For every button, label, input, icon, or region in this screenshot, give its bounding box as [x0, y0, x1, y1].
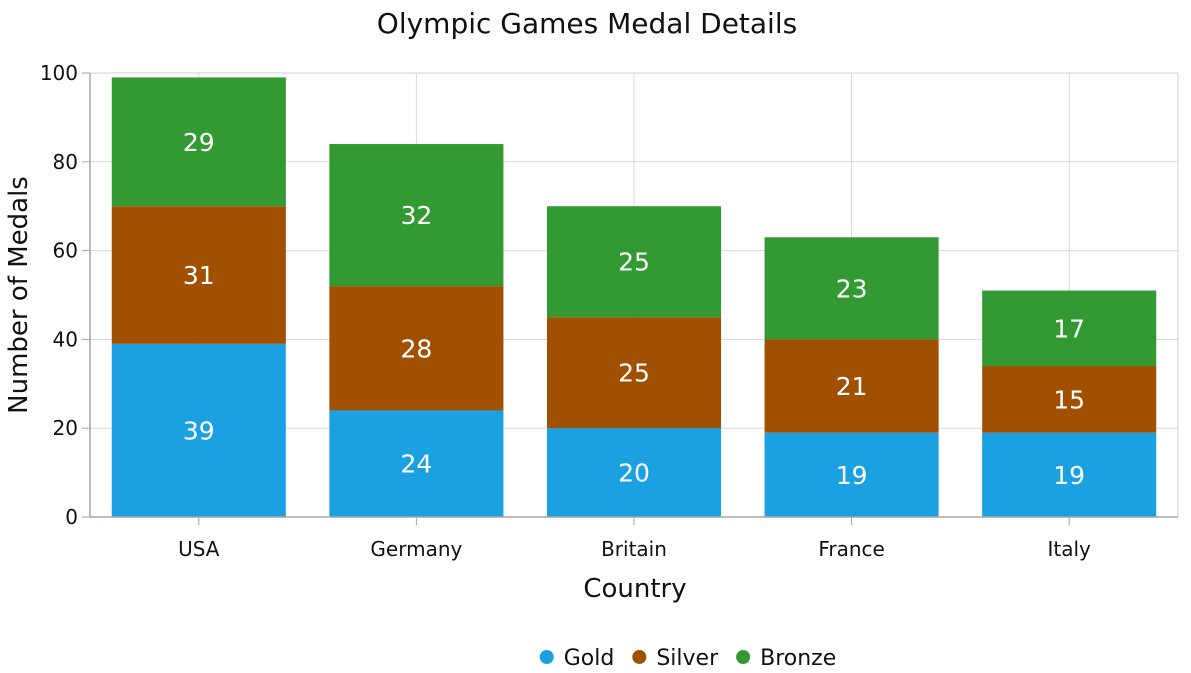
legend-item-bronze: Bronze — [736, 646, 836, 671]
bar-germany-bronze — [329, 144, 504, 287]
data-label-france-bronze: 23 — [836, 274, 868, 303]
bars-layer — [111, 77, 1157, 517]
legend-marker-gold — [539, 650, 554, 664]
data-label-italy-gold: 19 — [1053, 461, 1085, 490]
bar-usa-gold — [111, 343, 286, 517]
data-label-germany-gold: 24 — [400, 450, 432, 479]
data-label-britain-gold: 20 — [618, 459, 650, 488]
legend-item-gold: Gold — [539, 646, 615, 671]
bar-italy-bronze — [982, 290, 1157, 367]
y-tick-label: 80 — [53, 150, 78, 174]
data-labels-layer: 39 31 29 24 28 32 20 25 25 19 21 23 19 15 17 — [183, 128, 1085, 490]
x-tick-label-usa: USA — [178, 537, 220, 561]
bar-france-bronze — [764, 237, 939, 340]
axes-layer: 0 20 40 60 80 100 USA Germany Britain France Italy — [40, 61, 1178, 561]
bar-usa-silver — [111, 206, 286, 344]
legend-item-silver: Silver — [632, 646, 719, 671]
bar-france-gold — [764, 432, 939, 517]
data-label-france-gold: 19 — [836, 461, 868, 490]
y-tick-label: 40 — [53, 327, 78, 351]
legend-marker-bronze — [736, 650, 751, 664]
y-tick-label: 60 — [53, 239, 78, 263]
data-label-germany-silver: 28 — [400, 334, 432, 363]
bar-usa-bronze — [111, 77, 286, 207]
x-tick-label-france: France — [818, 537, 885, 561]
data-label-italy-bronze: 17 — [1053, 314, 1085, 343]
data-label-usa-gold: 39 — [183, 416, 215, 445]
bar-britain-bronze — [546, 206, 722, 318]
x-tick-label-germany: Germany — [370, 537, 462, 561]
legend-label-gold: Gold — [564, 646, 615, 671]
data-label-france-silver: 21 — [836, 372, 868, 401]
legend: Gold Silver Bronze — [539, 646, 836, 671]
bar-italy-silver — [982, 366, 1157, 433]
bar-britain-silver — [546, 317, 722, 429]
chart-title: Olympic Games Medal Details — [377, 7, 797, 40]
data-label-usa-bronze: 29 — [183, 128, 215, 157]
data-label-germany-bronze: 32 — [400, 201, 432, 230]
legend-label-silver: Silver — [656, 646, 719, 671]
y-tick-label: 100 — [40, 61, 78, 85]
y-tick-label: 20 — [53, 416, 78, 440]
legend-marker-silver — [632, 650, 647, 664]
y-tick-label: 0 — [65, 505, 78, 529]
data-label-italy-silver: 15 — [1053, 385, 1085, 414]
x-tick-label-britain: Britain — [601, 537, 667, 561]
bar-france-silver — [764, 339, 939, 433]
data-label-britain-bronze: 25 — [618, 248, 650, 277]
data-label-usa-silver: 31 — [183, 261, 215, 290]
bar-germany-silver — [329, 286, 504, 411]
bar-germany-gold — [329, 410, 504, 517]
x-axis-title: Country — [583, 574, 686, 604]
bar-italy-gold — [982, 432, 1157, 517]
y-axis-title: Number of Medals — [4, 176, 34, 414]
bar-britain-gold — [546, 428, 722, 517]
legend-label-bronze: Bronze — [760, 646, 836, 671]
data-label-britain-silver: 25 — [618, 359, 650, 388]
x-tick-label-italy: Italy — [1048, 537, 1092, 561]
